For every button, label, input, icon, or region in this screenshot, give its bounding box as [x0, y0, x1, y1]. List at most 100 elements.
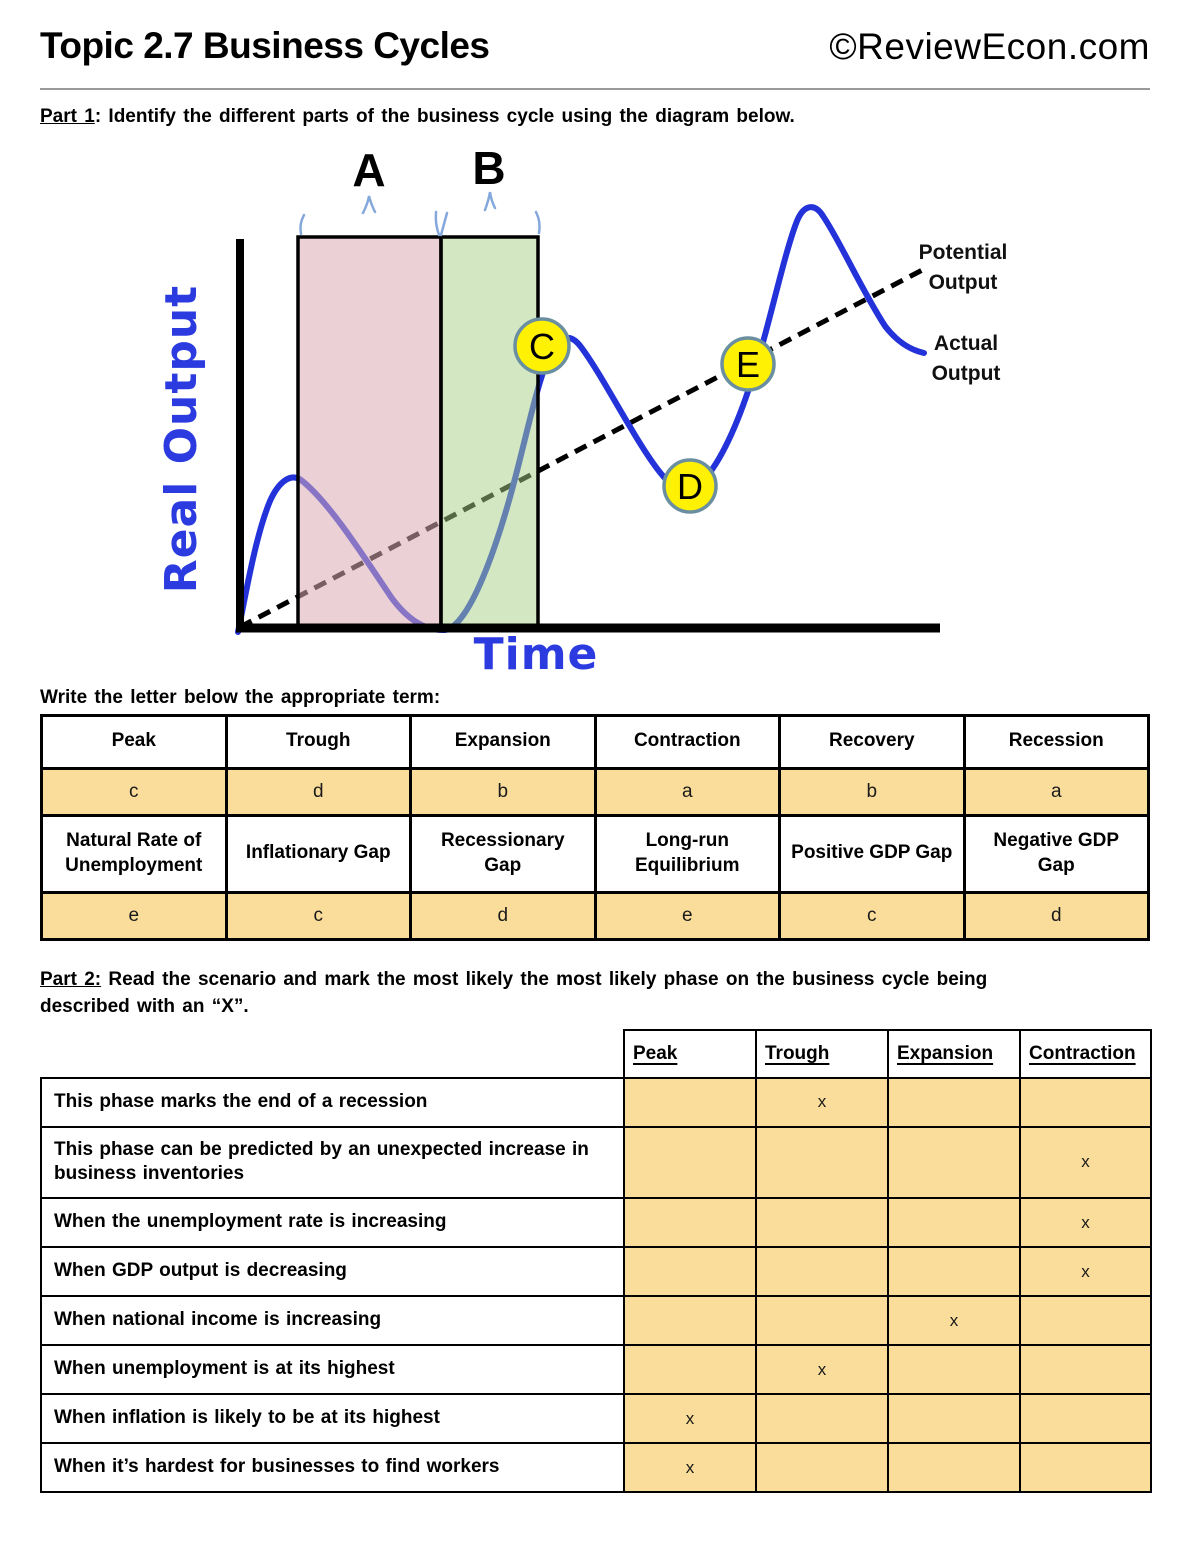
- header-divider: [40, 88, 1150, 90]
- answer-cell[interactable]: c: [778, 890, 966, 941]
- mark-cell-checked[interactable]: x: [1019, 1125, 1152, 1200]
- mark-cell[interactable]: [755, 1442, 889, 1494]
- mark-cell[interactable]: [887, 1393, 1021, 1445]
- mark-cell-checked[interactable]: x: [887, 1295, 1021, 1347]
- mark-cell[interactable]: [623, 1295, 757, 1347]
- mark-cell[interactable]: [623, 1197, 757, 1249]
- mark-cell-checked[interactable]: x: [623, 1393, 757, 1445]
- answer-cell[interactable]: d: [224, 766, 412, 817]
- scenario-row: When unemployment is at its highest x: [40, 1344, 1152, 1396]
- scenario-row: This phase can be predicted by an unexpe…: [40, 1125, 1152, 1200]
- mark-cell[interactable]: [623, 1125, 757, 1200]
- worksheet-page: Topic 2.7 Business Cycles ©ReviewEcon.co…: [0, 25, 1200, 1494]
- marker-d-label: D: [677, 466, 703, 507]
- answer-cell[interactable]: c: [40, 766, 228, 817]
- brace-marks: [299, 191, 541, 236]
- part1-instructions: : Identify the different parts of the bu…: [94, 106, 795, 127]
- column-header-peak: Peak: [623, 1028, 757, 1079]
- write-letter-prompt: Write the letter below the appropriate t…: [40, 686, 441, 708]
- term-cell: Peak: [40, 713, 228, 770]
- term-cell: Inflationary Gap: [224, 813, 412, 894]
- part2-heading: Part 2: Read the scenario and mark the m…: [40, 967, 1150, 1021]
- mark-cell[interactable]: [887, 1125, 1021, 1200]
- term-cell: Trough: [224, 713, 412, 770]
- mark-cell[interactable]: [887, 1344, 1021, 1396]
- mark-cell[interactable]: [887, 1197, 1021, 1249]
- mark-cell-checked[interactable]: x: [623, 1442, 757, 1494]
- potential-output-label-2: Output: [929, 271, 998, 294]
- mark-cell[interactable]: [623, 1344, 757, 1396]
- mark-cell[interactable]: [1019, 1295, 1152, 1347]
- mark-cell[interactable]: [887, 1246, 1021, 1298]
- term-cell: Positive GDP Gap: [778, 813, 966, 894]
- answer-cell[interactable]: a: [962, 766, 1150, 817]
- mark-cell[interactable]: [623, 1246, 757, 1298]
- mark-cell[interactable]: [755, 1393, 889, 1445]
- point-markers: C D E: [513, 317, 776, 514]
- scenario-cell: When inflation is likely to be at its hi…: [40, 1393, 625, 1445]
- scenario-cell: When it’s hardest for businesses to find…: [40, 1442, 625, 1494]
- mark-cell[interactable]: [1019, 1344, 1152, 1396]
- mark-cell[interactable]: [755, 1295, 889, 1347]
- region-a-label: A: [352, 144, 385, 196]
- business-cycle-diagram: A B C D E Potential Output Actual Output…: [0, 129, 1200, 681]
- scenario-cell: When national income is increasing: [40, 1295, 625, 1347]
- answer-cell[interactable]: d: [409, 890, 597, 941]
- scenario-cell: When unemployment is at its highest: [40, 1344, 625, 1396]
- mark-cell[interactable]: [623, 1076, 757, 1128]
- line-labels: Potential Output Actual Output: [919, 241, 1008, 385]
- answer-key-table: Peak Trough Expansion Contraction Recovery Re…: [40, 713, 1150, 941]
- scenario-row: This phase marks the end of a recession x: [40, 1076, 1152, 1128]
- mark-cell[interactable]: [1019, 1442, 1152, 1494]
- part2-instructions-line2: described with an “X”.: [40, 995, 249, 1017]
- answer-cell[interactable]: e: [593, 890, 781, 941]
- scenario-row: When GDP output is decreasing x: [40, 1246, 1152, 1298]
- potential-output-label-1: Potential: [919, 241, 1008, 264]
- mark-cell-checked[interactable]: x: [755, 1076, 889, 1128]
- term-cell: Long-run Equilibrium: [593, 813, 781, 894]
- mark-cell[interactable]: [755, 1246, 889, 1298]
- mark-cell[interactable]: [887, 1442, 1021, 1494]
- recovery-region-b: [439, 235, 540, 629]
- answer-cell[interactable]: b: [409, 766, 597, 817]
- answer-cell[interactable]: c: [224, 890, 412, 941]
- mark-cell[interactable]: [755, 1125, 889, 1200]
- brace-a-left-tick: [299, 213, 306, 235]
- header-row: Peak Trough Expansion Contraction: [41, 1028, 1152, 1079]
- empty-corner-cell: [41, 1029, 624, 1078]
- mark-cell[interactable]: [1019, 1076, 1152, 1128]
- mark-cell-checked[interactable]: x: [1019, 1197, 1152, 1249]
- marker-e-label: E: [736, 344, 760, 385]
- answer-cell[interactable]: d: [962, 890, 1150, 941]
- brace-mid-tick-1: [434, 210, 441, 236]
- term-cell: Recessionary Gap: [409, 813, 597, 894]
- brace-a-caret: [361, 195, 377, 214]
- mark-cell[interactable]: [755, 1197, 889, 1249]
- scenario-row: When national income is increasing x: [40, 1295, 1152, 1347]
- answer-cell[interactable]: e: [40, 890, 228, 941]
- part2-label: Part 2:: [40, 968, 102, 990]
- answer-cell[interactable]: b: [778, 766, 966, 817]
- term-cell: Recession: [962, 713, 1150, 770]
- part1-label: Part 1: [40, 106, 95, 127]
- column-header-expansion: Expansion: [887, 1028, 1021, 1079]
- mark-cell-checked[interactable]: x: [1019, 1246, 1152, 1298]
- region-b-label: B: [472, 142, 505, 194]
- marker-d-circle: [662, 458, 718, 514]
- answer-cell[interactable]: a: [593, 766, 781, 817]
- brace-mid-tick-2: [439, 211, 449, 236]
- marker-e-circle: [720, 336, 776, 392]
- term-cell: Natural Rate of Unemployment: [40, 813, 228, 894]
- page-title: Topic 2.7 Business Cycles: [40, 25, 490, 66]
- mark-cell-checked[interactable]: x: [755, 1344, 889, 1396]
- scenario-cell: When GDP output is decreasing: [40, 1246, 625, 1298]
- part1-heading: Part 1: Identify the different parts of …: [40, 105, 1150, 129]
- actual-output-label-2: Output: [932, 362, 1001, 385]
- mark-cell[interactable]: [887, 1076, 1021, 1128]
- part2-instructions-line1: Read the scenario and mark the most like…: [101, 968, 988, 990]
- brace-b-caret: [483, 191, 497, 211]
- marker-c-label: C: [529, 326, 555, 367]
- mark-cell[interactable]: [1019, 1393, 1152, 1445]
